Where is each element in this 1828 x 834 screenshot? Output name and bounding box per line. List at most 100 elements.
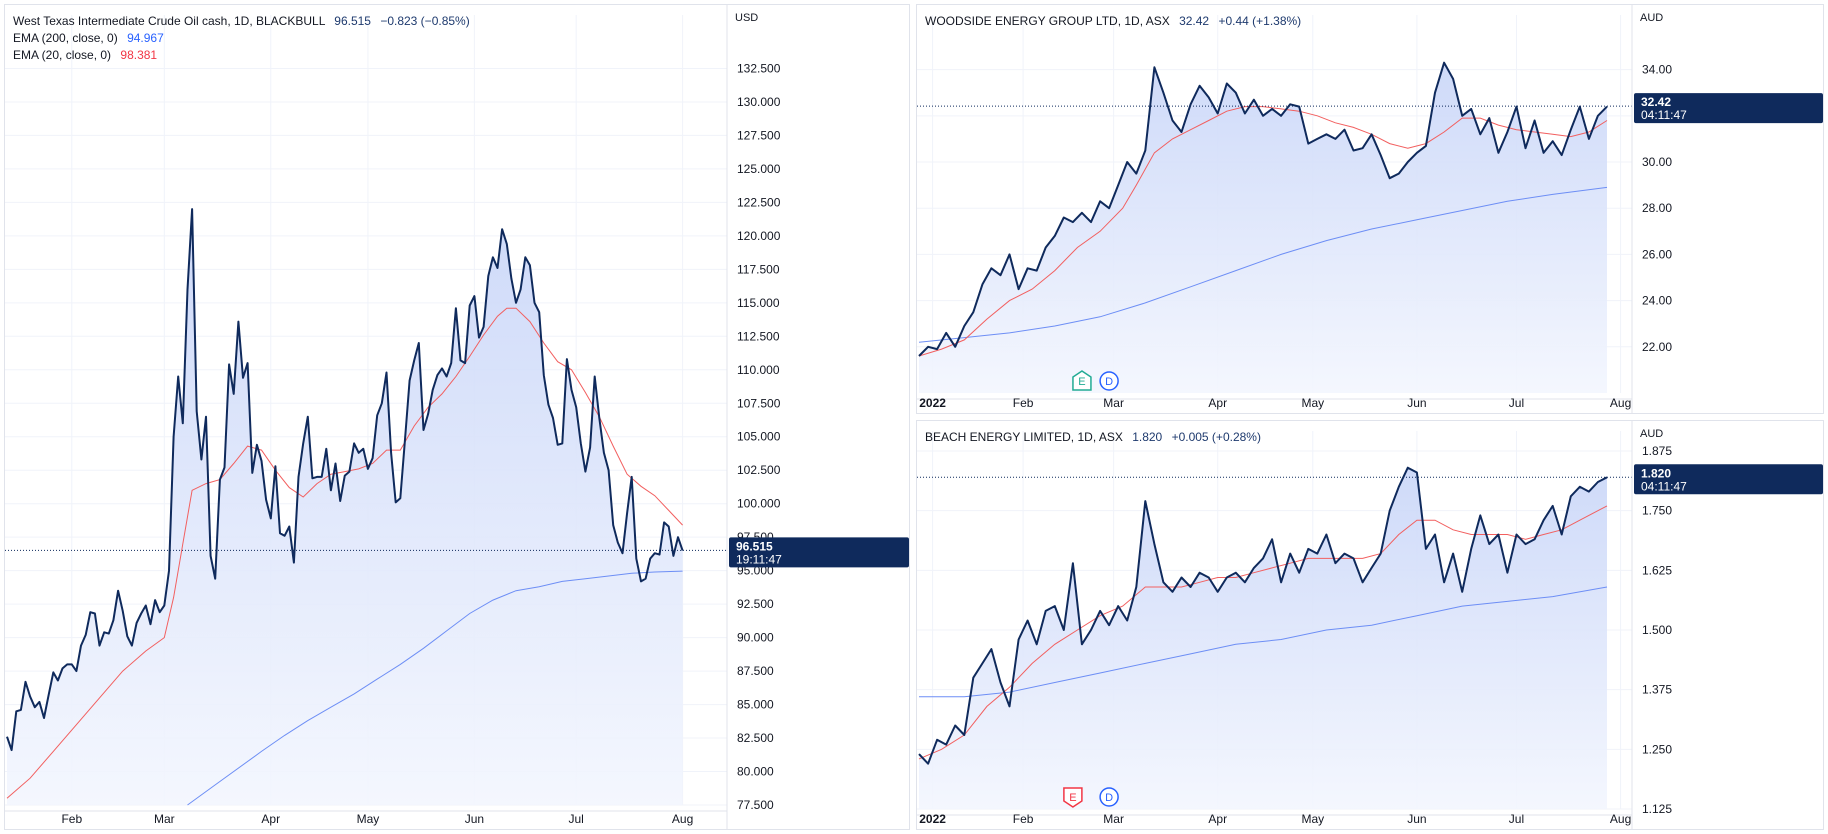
beach-chart-svg[interactable]: AUD 1.125 1.250 1.375 1.500 1.625 1.750 1.875 20… bbox=[917, 421, 1824, 830]
wti-y-tick-label: 130.000 bbox=[737, 95, 781, 109]
wti-x-tick-label: May bbox=[357, 812, 380, 826]
wti-y-tick-label: 90.000 bbox=[737, 631, 774, 645]
bpt-price-line[interactable] bbox=[918, 466, 1608, 765]
wti-y-tick-label: 102.500 bbox=[737, 463, 781, 477]
beach-chart-pane[interactable]: BEACH ENERGY LIMITED, 1D, ASX 1.820 +0.0… bbox=[916, 420, 1824, 830]
wds-currency-label: AUD bbox=[1640, 12, 1663, 24]
wti-change-value: −0.823 (−0.85%) bbox=[380, 14, 470, 28]
wds-earnings-marker[interactable] bbox=[1072, 370, 1092, 391]
wds-x-tick-label: Jul bbox=[1509, 396, 1524, 410]
wds-x-tick-label: Apr bbox=[1208, 396, 1227, 410]
beach-symbol-label[interactable]: BEACH ENERGY LIMITED, 1D, ASX bbox=[925, 430, 1123, 444]
wti-y-tick-label: 127.500 bbox=[737, 128, 781, 142]
wti-price-badge-value: 96.515 bbox=[736, 539, 773, 553]
wds-price-line[interactable] bbox=[918, 61, 1608, 357]
wti-price-badge bbox=[729, 537, 909, 568]
wti-symbol-label[interactable]: West Texas Intermediate Crude Oil cash, … bbox=[13, 14, 325, 28]
bpt-y-tick-label: 1.125 bbox=[1642, 802, 1672, 816]
wti-x-tick-label: Jul bbox=[569, 812, 584, 826]
woodside-chart-pane[interactable]: WOODSIDE ENERGY GROUP LTD, 1D, ASX 32.42… bbox=[916, 4, 1824, 414]
wti-x-tick-label: Aug bbox=[672, 812, 693, 826]
woodside-symbol-label[interactable]: WOODSIDE ENERGY GROUP LTD, 1D, ASX bbox=[925, 14, 1170, 28]
wds-x-tick-label: Aug bbox=[1610, 396, 1631, 410]
wti-y-tick-label: 122.500 bbox=[737, 195, 781, 209]
wti-y-tick-label: 132.500 bbox=[737, 61, 781, 75]
wds-x-tick-label: Jun bbox=[1407, 396, 1426, 410]
wds-ema200-line bbox=[918, 186, 1608, 343]
bpt-y-tick-label: 1.875 bbox=[1642, 444, 1672, 458]
bpt-dividend-marker[interactable] bbox=[1099, 787, 1119, 807]
wti-price-area bbox=[7, 209, 683, 806]
wds-y-tick-label: 28.00 bbox=[1642, 201, 1672, 215]
woodside-change-value: +0.44 (+1.38%) bbox=[1218, 14, 1302, 28]
wti-y-tick-label: 110.000 bbox=[737, 363, 780, 377]
wti-currency-label: USD bbox=[735, 12, 758, 24]
wds-price-badge bbox=[1634, 93, 1823, 124]
wds-x-tick-label: 2022 bbox=[919, 396, 946, 410]
wds-y-tick-label: 22.00 bbox=[1642, 340, 1672, 354]
beach-legend: BEACH ENERGY LIMITED, 1D, ASX 1.820 +0.0… bbox=[925, 429, 1261, 446]
wti-y-tick-label: 77.500 bbox=[737, 798, 774, 812]
wti-y-tick-label: 85.000 bbox=[737, 698, 774, 712]
bpt-y-tick-label: 1.625 bbox=[1642, 563, 1672, 577]
wti-legend: West Texas Intermediate Crude Oil cash, … bbox=[13, 13, 470, 64]
bpt-earnings-marker[interactable] bbox=[1063, 787, 1083, 808]
bpt-event-label: E bbox=[1069, 792, 1076, 804]
wti-y-tick-label: 115.000 bbox=[737, 296, 780, 310]
wti-y-tick-label: 105.000 bbox=[737, 430, 781, 444]
bpt-x-tick-label: Jul bbox=[1509, 812, 1524, 826]
wds-y-tick-label: 34.00 bbox=[1642, 63, 1672, 77]
wds-event-label: E bbox=[1078, 376, 1085, 388]
wds-price-badge-value: 32.42 bbox=[1641, 95, 1671, 109]
wti-price-line[interactable] bbox=[6, 208, 684, 752]
wti-y-tick-label: 92.500 bbox=[737, 597, 774, 611]
woodside-legend: WOODSIDE ENERGY GROUP LTD, 1D, ASX 32.42… bbox=[925, 13, 1301, 30]
wti-x-tick-label: Jun bbox=[465, 812, 484, 826]
bpt-currency-label: AUD bbox=[1640, 428, 1663, 440]
bpt-ema20-line bbox=[918, 505, 1608, 760]
wti-y-tick-label: 107.500 bbox=[737, 396, 781, 410]
bpt-price-badge-countdown: 04:11:47 bbox=[1641, 479, 1687, 493]
wti-last-value: 96.515 bbox=[334, 14, 371, 28]
wti-y-tick-label: 82.500 bbox=[737, 731, 774, 745]
beach-change-value: +0.005 (+0.28%) bbox=[1171, 430, 1261, 444]
bpt-y-tick-label: 1.250 bbox=[1642, 742, 1672, 756]
wds-dividend-marker[interactable] bbox=[1099, 371, 1119, 391]
bpt-x-tick-label: May bbox=[1301, 812, 1324, 826]
woodside-chart-svg[interactable]: AUD22.0024.0026.0028.0030.0032.0034.0020… bbox=[917, 5, 1824, 414]
wds-price-area bbox=[919, 62, 1607, 393]
wti-chart-svg[interactable]: USD 77.500 80.000 82.500 85.000 87.500 90.000 9… bbox=[5, 5, 910, 830]
wti-y-tick-label: 125.000 bbox=[737, 162, 781, 176]
wti-ema20-label[interactable]: EMA (20, close, 0) bbox=[13, 48, 112, 62]
wti-x-tick-label: Feb bbox=[61, 812, 82, 826]
wds-price-badge-countdown: 04:11:47 bbox=[1641, 108, 1687, 122]
wds-x-tick-label: Mar bbox=[1103, 396, 1124, 410]
bpt-x-tick-label: Jun bbox=[1407, 812, 1426, 826]
bpt-x-tick-label: Feb bbox=[1013, 812, 1034, 826]
wti-price-badge-countdown: 19:11:47 bbox=[736, 552, 782, 566]
wti-y-tick-label: 117.500 bbox=[737, 262, 780, 276]
wds-y-tick-label: 24.00 bbox=[1642, 294, 1672, 308]
wti-ema200-value: 94.967 bbox=[127, 31, 164, 45]
wds-y-tick-label: 26.00 bbox=[1642, 247, 1672, 261]
wti-chart-pane[interactable]: West Texas Intermediate Crude Oil cash, … bbox=[4, 4, 910, 830]
wds-event-label: D bbox=[1105, 376, 1113, 388]
wti-ema20-line bbox=[6, 307, 683, 799]
bpt-y-tick-label: 1.500 bbox=[1642, 623, 1672, 637]
wti-ema200-line bbox=[187, 570, 683, 806]
wti-ema20-value: 98.381 bbox=[120, 48, 158, 62]
bpt-y-tick-label: 1.750 bbox=[1642, 504, 1672, 518]
bpt-x-tick-label: Mar bbox=[1103, 812, 1124, 826]
wti-y-tick-label: 100.000 bbox=[737, 497, 781, 511]
wds-x-tick-label: May bbox=[1301, 396, 1324, 410]
beach-last-value: 1.820 bbox=[1132, 430, 1163, 444]
bpt-ema200-line bbox=[919, 586, 1608, 698]
wti-y-tick-label: 120.000 bbox=[737, 229, 781, 243]
wti-x-tick-label: Mar bbox=[154, 812, 175, 826]
bpt-event-label: D bbox=[1105, 792, 1113, 804]
bpt-x-tick-label: 2022 bbox=[919, 812, 946, 826]
wds-y-tick-label: 30.00 bbox=[1642, 155, 1672, 169]
wti-ema200-label[interactable]: EMA (200, close, 0) bbox=[13, 31, 118, 45]
bpt-y-tick-label: 1.375 bbox=[1642, 683, 1672, 697]
wds-x-tick-label: Feb bbox=[1013, 396, 1034, 410]
